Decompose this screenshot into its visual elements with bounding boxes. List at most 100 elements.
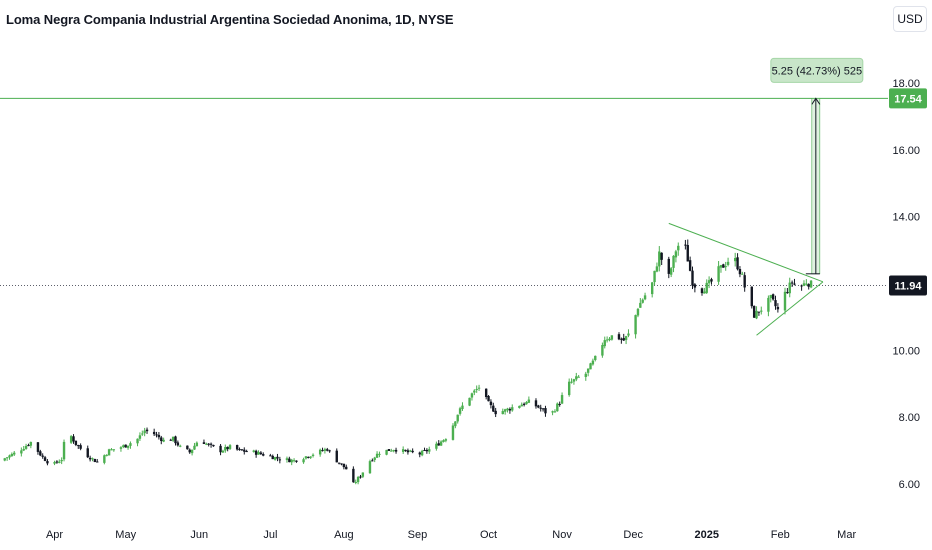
candle[interactable] [700,287,704,296]
candle[interactable] [226,446,229,452]
candle[interactable] [508,407,512,414]
candle[interactable] [783,287,787,315]
candle[interactable] [477,384,481,391]
candle[interactable] [390,448,393,452]
candle[interactable] [539,404,542,412]
candle[interactable] [195,441,199,447]
candle[interactable] [771,293,775,301]
candle[interactable] [323,447,327,454]
candle[interactable] [703,287,706,294]
candle[interactable] [326,447,329,452]
candle[interactable] [295,460,298,463]
candle[interactable] [677,242,680,256]
candle[interactable] [406,448,410,455]
candle[interactable] [371,458,374,462]
candle[interactable] [219,444,222,456]
candle[interactable] [337,462,341,465]
candle[interactable] [373,456,376,463]
candle[interactable] [401,446,405,454]
candle[interactable] [273,456,277,461]
candle[interactable] [525,401,528,405]
candle[interactable] [672,255,675,273]
candle[interactable] [567,378,571,397]
candle[interactable] [103,454,106,465]
candle[interactable] [3,457,6,462]
candle[interactable] [622,333,625,341]
candle[interactable] [643,292,647,301]
candle[interactable] [437,440,440,446]
candle[interactable] [176,440,180,447]
candle[interactable] [387,449,391,452]
candle[interactable] [423,447,426,451]
candle[interactable] [10,452,14,457]
candle[interactable] [169,438,172,441]
candle[interactable] [589,362,592,370]
candle[interactable] [345,464,348,470]
candle[interactable] [458,406,462,416]
candle[interactable] [475,385,478,393]
currency-button[interactable]: USD [893,6,927,32]
candle[interactable] [439,440,443,447]
candle[interactable] [470,392,474,401]
candle[interactable] [259,451,263,456]
candle[interactable] [769,294,772,303]
candle[interactable] [318,448,322,457]
candle[interactable] [809,280,813,289]
candle[interactable] [492,402,495,412]
candle[interactable] [428,446,431,454]
candle[interactable] [276,453,279,462]
candle[interactable] [160,435,163,445]
candle[interactable] [162,437,165,443]
candle[interactable] [202,439,206,445]
candle[interactable] [228,444,232,450]
candle[interactable] [776,303,780,313]
candle[interactable] [767,295,770,317]
candle[interactable] [655,262,659,273]
candle[interactable] [624,335,628,345]
candle[interactable] [788,277,791,298]
candle[interactable] [55,460,59,464]
candle[interactable] [240,449,244,451]
candle[interactable] [307,456,310,459]
candle[interactable] [105,454,108,457]
candle[interactable] [136,438,139,447]
candle[interactable] [451,423,455,441]
candle[interactable] [719,264,723,273]
candle[interactable] [271,454,274,460]
candle[interactable] [79,443,82,451]
candle[interactable] [705,279,708,294]
candle[interactable] [650,281,654,298]
candle[interactable] [774,295,777,310]
candle[interactable] [193,442,196,450]
candle[interactable] [243,447,246,455]
candle[interactable] [707,276,711,289]
candle[interactable] [262,452,265,457]
candle[interactable] [342,463,346,470]
candle[interactable] [119,446,123,452]
candle[interactable] [743,272,746,292]
candle[interactable] [378,451,381,458]
candle[interactable] [733,252,737,267]
candle[interactable] [577,374,580,378]
candle[interactable] [586,368,590,377]
candle[interactable] [790,280,794,287]
candle[interactable] [560,392,564,405]
candle[interactable] [636,307,640,318]
candle[interactable] [575,372,578,382]
candle[interactable] [86,445,89,459]
candle[interactable] [404,449,407,452]
candle[interactable] [639,298,642,308]
candle[interactable] [511,404,514,412]
candle[interactable] [724,261,727,271]
candle[interactable] [558,401,561,407]
candle[interactable] [653,270,656,286]
candle[interactable] [110,448,113,451]
candle[interactable] [96,459,99,463]
candle[interactable] [141,430,144,436]
candle[interactable] [541,408,545,412]
candle[interactable] [534,398,538,409]
candle[interactable] [375,451,379,459]
candle[interactable] [186,445,189,450]
candle[interactable] [506,407,509,413]
